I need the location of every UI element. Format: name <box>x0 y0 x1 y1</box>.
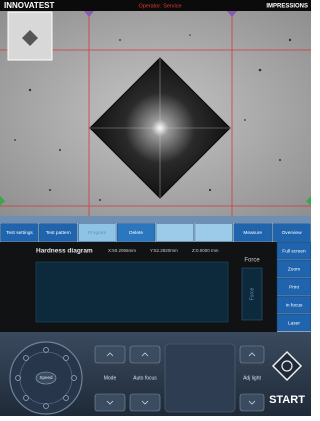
operator: Operator: Service <box>138 3 181 9</box>
force-label: Force <box>244 258 260 264</box>
speed-label: Speed <box>39 375 53 380</box>
control-pad[interactable] <box>240 346 264 363</box>
side-button-label: Print <box>289 284 300 290</box>
toolbar-label: Program <box>88 230 106 236</box>
control-pad[interactable] <box>130 394 160 411</box>
control-pad[interactable] <box>240 394 264 411</box>
panel-title: Hardness diagram <box>36 248 93 255</box>
dpad <box>165 344 235 412</box>
mode-label: IMPRESSIONS <box>266 4 308 10</box>
force-gauge-label: Force <box>249 287 255 300</box>
toolbar-button[interactable] <box>156 224 194 242</box>
toolbar-label: Delete <box>129 230 143 236</box>
pos-y: Y:52.2920mm <box>150 248 178 253</box>
toolbar: Test settings Test pattern Program Delete Me… <box>1 224 311 242</box>
diagram-area <box>36 262 228 322</box>
adj-light-label: Adj light <box>243 375 261 381</box>
toolbar-label: Measure <box>243 230 262 236</box>
toolbar-button[interactable] <box>195 224 233 242</box>
side-buttons: Full screen Zoom Print In focus Laser <box>277 242 311 331</box>
pos-x: X:50.2056mm <box>108 248 136 253</box>
control-pad[interactable] <box>130 346 160 363</box>
toolbar-label: Test pattern <box>46 230 71 236</box>
control-pad[interactable] <box>95 394 125 411</box>
measure-strip <box>0 216 311 223</box>
auto-focus-label: Auto focus <box>133 375 157 381</box>
toolbar-label: Overview <box>282 230 303 236</box>
control-pad[interactable] <box>95 346 125 363</box>
side-button-label: Full screen <box>282 248 306 254</box>
start-button[interactable]: START <box>269 394 305 406</box>
side-button-label: Laser <box>288 320 300 326</box>
pos-z: Z:0.0000 mm <box>192 248 219 253</box>
mode-label: Mode <box>104 375 117 381</box>
page: {"header": {"logo": "INNOVATEST", "opera… <box>0 0 311 416</box>
screen: INNOVATEST Operator: Service IMPRESSIONS… <box>0 0 311 416</box>
side-button-label: Zoom <box>288 266 300 272</box>
side-button-label: In focus <box>286 302 303 308</box>
toolbar-label: Test settings <box>6 230 33 236</box>
logo: INNOVATEST <box>4 1 54 10</box>
